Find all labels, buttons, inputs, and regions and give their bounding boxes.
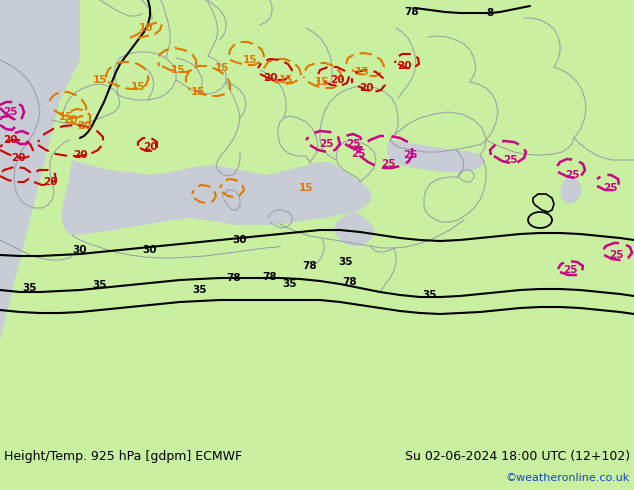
Polygon shape [62,160,372,235]
Text: 78: 78 [227,273,242,283]
Polygon shape [0,0,80,440]
Text: 15: 15 [243,55,257,65]
Polygon shape [298,162,322,192]
Text: 10: 10 [139,23,153,33]
Text: 25: 25 [381,159,395,169]
Text: 30: 30 [143,245,157,255]
Text: 78: 78 [262,272,277,282]
Text: 25: 25 [603,183,618,193]
Text: 35: 35 [339,257,353,267]
Text: 25: 25 [563,265,577,275]
Text: 20: 20 [11,153,25,163]
Text: 78: 78 [343,277,358,287]
Text: Su 02-06-2024 18:00 UTC (12+102): Su 02-06-2024 18:00 UTC (12+102) [405,449,630,463]
Text: 20: 20 [42,177,57,187]
Text: 20: 20 [330,75,344,85]
Text: 15: 15 [314,77,329,87]
Text: 25: 25 [565,170,579,180]
Text: 20: 20 [73,150,87,160]
Text: 15: 15 [131,82,145,92]
Polygon shape [560,175,582,204]
Text: 15: 15 [355,67,369,77]
Text: 15: 15 [215,63,230,73]
Text: 20: 20 [359,83,373,93]
Text: 25: 25 [403,150,417,160]
Text: 15: 15 [93,75,107,85]
Polygon shape [387,140,485,172]
Text: ©weatheronline.co.uk: ©weatheronline.co.uk [506,473,630,483]
Text: 8: 8 [486,8,494,18]
Text: 20: 20 [77,121,91,131]
Text: 30: 30 [73,245,87,255]
Text: 15: 15 [59,112,74,122]
Text: 35: 35 [23,283,37,293]
Text: 78: 78 [302,261,317,271]
Text: 25: 25 [346,139,360,149]
Text: 25: 25 [503,155,517,165]
Text: 25: 25 [319,139,333,149]
Text: 15: 15 [171,65,185,75]
Text: 15: 15 [279,75,294,85]
Text: 25: 25 [3,107,17,117]
Text: 15: 15 [299,183,313,193]
Text: 35: 35 [93,280,107,290]
Text: 35: 35 [423,290,437,300]
Text: 35: 35 [283,279,297,289]
Text: 20: 20 [143,142,157,152]
Text: Height/Temp. 925 hPa [gdpm] ECMWF: Height/Temp. 925 hPa [gdpm] ECMWF [4,449,242,463]
Text: 30: 30 [233,235,247,245]
Text: 20: 20 [397,61,411,71]
Polygon shape [334,212,375,246]
Text: 20: 20 [262,73,277,83]
Text: 20: 20 [63,115,77,125]
Text: 15: 15 [191,87,205,97]
Text: 78: 78 [404,7,419,17]
Text: 20: 20 [3,135,17,145]
Text: 25: 25 [351,149,365,159]
Text: 35: 35 [193,285,207,295]
Text: 25: 25 [609,250,623,260]
